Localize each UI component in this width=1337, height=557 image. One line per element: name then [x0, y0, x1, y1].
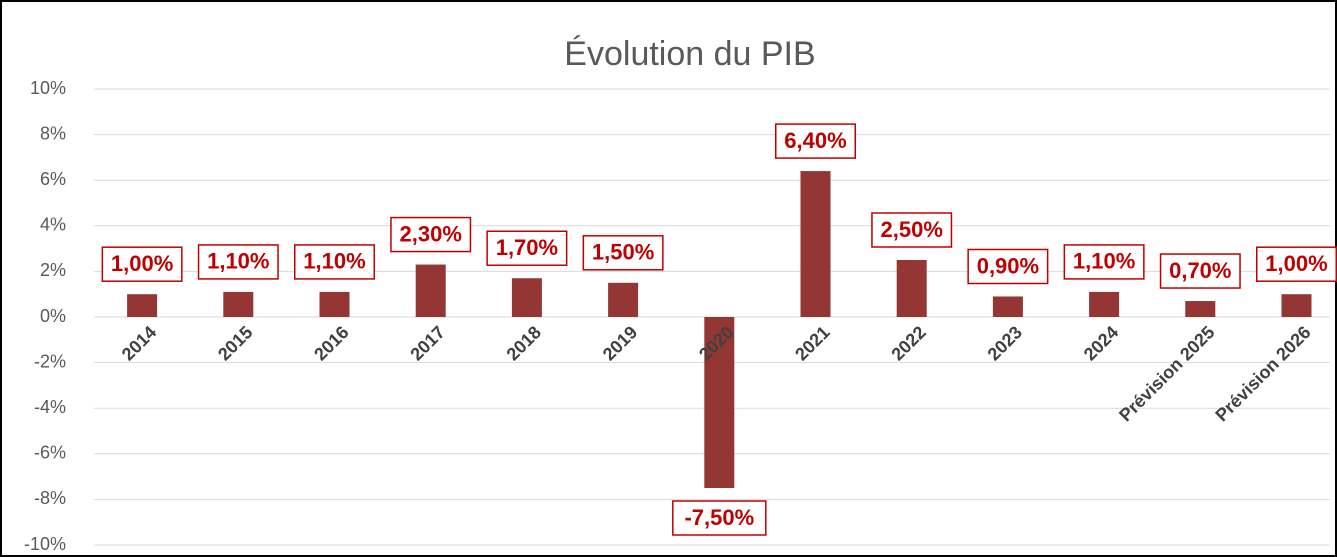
- data-label-box: [1159, 253, 1241, 289]
- data-label-box: [582, 235, 664, 271]
- data-label: 1,10%: [1063, 244, 1145, 280]
- data-label-box: [672, 500, 767, 536]
- data-label: 1,00%: [1256, 246, 1337, 282]
- bar: [608, 282, 639, 317]
- data-label-text: 1,00%: [1265, 251, 1327, 276]
- y-tick-label: -10%: [24, 534, 66, 554]
- data-label-box: [294, 244, 375, 280]
- data-label: 1,00%: [101, 246, 183, 282]
- data-label-text: 1,10%: [1073, 249, 1135, 274]
- data-label: 0,70%: [1159, 253, 1241, 289]
- y-tick-label: -4%: [34, 397, 66, 417]
- bar: [704, 317, 735, 488]
- data-label-box: [871, 212, 953, 248]
- data-label: -7,50%: [672, 500, 767, 536]
- y-tick-label: -6%: [34, 443, 66, 463]
- data-label: 2,50%: [871, 212, 953, 248]
- data-label-box: [197, 244, 279, 280]
- y-tick-label: 10%: [30, 78, 66, 98]
- data-label-text: 1,70%: [496, 235, 558, 260]
- data-label: 0,90%: [967, 248, 1049, 285]
- data-label-box: [967, 248, 1049, 285]
- bar: [127, 294, 158, 317]
- data-label-text: 0,90%: [977, 253, 1039, 278]
- y-tick-label: 4%: [40, 215, 66, 235]
- bar: [511, 278, 542, 317]
- data-label-text: -7,50%: [684, 505, 754, 530]
- bar: [992, 296, 1023, 317]
- y-tick-label: 8%: [40, 123, 66, 143]
- bar: [896, 260, 927, 317]
- bar: [319, 291, 350, 317]
- data-label-text: 2,50%: [881, 217, 943, 242]
- data-label-text: 1,50%: [592, 240, 654, 265]
- data-label-box: [486, 230, 568, 266]
- data-label: 6,40%: [775, 123, 856, 159]
- bar: [1281, 294, 1312, 317]
- data-label-text: 6,40%: [784, 128, 846, 153]
- data-label-box: [1063, 244, 1145, 280]
- data-label-text: 0,70%: [1169, 258, 1231, 283]
- data-label-text: 2,30%: [400, 221, 462, 246]
- y-tick-label: -8%: [34, 488, 66, 508]
- y-tick-label: -2%: [34, 351, 66, 371]
- data-label-text: 1,00%: [111, 251, 173, 276]
- y-tick-label: 0%: [40, 306, 66, 326]
- data-label-box: [390, 216, 472, 253]
- data-label: 1,70%: [486, 230, 568, 266]
- bar: [415, 264, 446, 317]
- y-tick-label: 2%: [40, 260, 66, 280]
- bar: [800, 171, 831, 317]
- data-label-box: [101, 246, 183, 282]
- data-label: 1,50%: [582, 235, 664, 271]
- chart-title: Évolution du PIB: [564, 35, 815, 73]
- data-label-text: 1,10%: [303, 249, 365, 274]
- y-tick-label: 6%: [40, 169, 66, 189]
- bar: [1185, 301, 1216, 317]
- data-label: 1,10%: [197, 244, 279, 280]
- data-label-text: 1,10%: [207, 249, 269, 274]
- data-label: 2,30%: [390, 216, 472, 253]
- data-label-box: [775, 123, 856, 159]
- bar: [1089, 291, 1120, 317]
- data-label-box: [1256, 246, 1337, 282]
- data-label: 1,10%: [294, 244, 375, 280]
- bar: [223, 291, 254, 317]
